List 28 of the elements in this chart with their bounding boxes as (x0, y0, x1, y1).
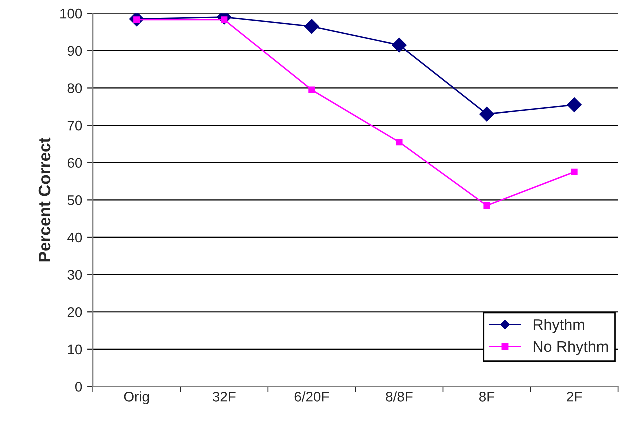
y-tick-label: 20 (68, 307, 82, 318)
y-tick-label: 50 (68, 196, 82, 206)
y-tick-label: 100 (60, 8, 82, 19)
x-tick-label: 2F (567, 392, 582, 402)
y-axis-title: Percent Correct (38, 138, 51, 262)
point (308, 86, 316, 94)
y-tick-label: 10 (68, 344, 82, 355)
y-tick-label: 30 (68, 270, 82, 280)
y-tick-label: 40 (68, 232, 82, 243)
point (567, 98, 582, 112)
legend-label: Rhythm (534, 319, 584, 334)
point (571, 168, 578, 176)
point (480, 106, 494, 122)
x-tick-label: Orig (124, 392, 150, 405)
y-tick-label: 90 (68, 46, 82, 56)
point (484, 202, 490, 210)
y-tick-label: 0 (75, 382, 82, 392)
point (396, 139, 403, 146)
y-tick-label: 60 (68, 158, 82, 168)
x-tick-label: 6/20F (294, 392, 330, 402)
point (304, 19, 320, 34)
point (392, 38, 407, 53)
legend-label: No Rhythm (534, 340, 608, 356)
y-tick-label: 70 (68, 120, 82, 131)
y-tick-label: 80 (68, 84, 82, 94)
x-tick-label: 32F (212, 392, 236, 402)
x-tick-label: 8F (480, 392, 495, 402)
x-tick-label: 8/8F (386, 392, 413, 402)
